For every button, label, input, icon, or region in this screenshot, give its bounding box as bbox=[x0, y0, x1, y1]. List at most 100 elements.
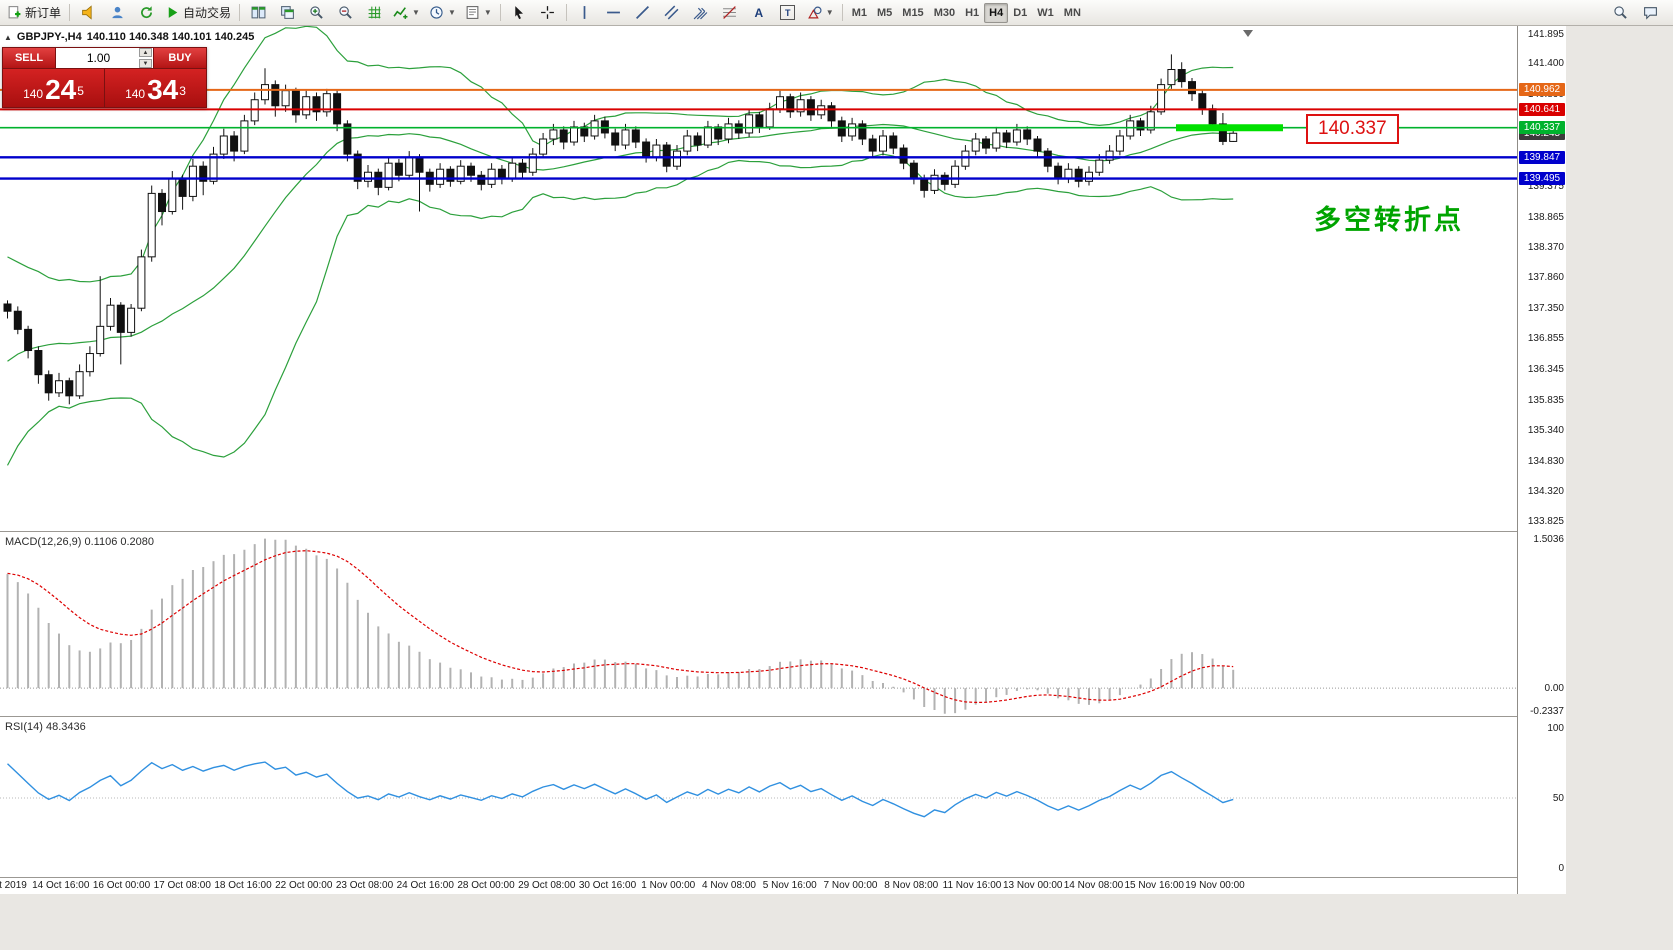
scroll-to-end-marker[interactable] bbox=[1243, 30, 1253, 37]
macd-label: MACD(12,26,9) 0.1106 0.2080 bbox=[5, 536, 155, 548]
price-tick: 133.825 bbox=[1527, 516, 1564, 528]
horizontal-line-icon[interactable] bbox=[600, 2, 628, 24]
periods-icon[interactable]: ▼ bbox=[425, 2, 460, 24]
separator bbox=[69, 4, 71, 21]
buy-price-sup: 3 bbox=[179, 84, 186, 98]
price-tick: 137.860 bbox=[1527, 272, 1564, 284]
refresh-icon[interactable] bbox=[132, 2, 160, 24]
timeframe-button-m15[interactable]: M15 bbox=[902, 6, 924, 19]
vertical-line-icon[interactable] bbox=[571, 2, 599, 24]
grid-icon[interactable] bbox=[360, 2, 388, 24]
timeframe-button-h1[interactable]: H1 bbox=[965, 6, 980, 19]
sell-quote[interactable]: 140 24 5 bbox=[3, 69, 105, 107]
text-icon[interactable]: A bbox=[745, 2, 773, 24]
volume-down-icon[interactable]: ▼ bbox=[139, 59, 152, 68]
profile-icon[interactable] bbox=[103, 2, 131, 24]
time-label: 29 Oct 08:00 bbox=[518, 880, 576, 891]
time-label: 14 Nov 08:00 bbox=[1063, 880, 1124, 891]
tile-windows-icon[interactable] bbox=[244, 2, 272, 24]
crosshair-icon[interactable] bbox=[534, 2, 562, 24]
price-tick: 134.320 bbox=[1527, 486, 1564, 498]
trendline-icon[interactable] bbox=[629, 2, 657, 24]
symbol-label: GBPJPY-,H4 bbox=[16, 31, 82, 43]
one-click-collapse-icon[interactable]: ▲ bbox=[4, 32, 12, 42]
price-tick: 139.375 bbox=[1527, 180, 1564, 192]
buy-button[interactable]: BUY bbox=[154, 48, 206, 68]
time-label: 23 Oct 08:00 bbox=[335, 880, 394, 891]
time-label: 11 Oct 2019 bbox=[0, 880, 27, 891]
chevron-down-icon: ▼ bbox=[412, 8, 420, 17]
new-order-button[interactable]: 新订单 bbox=[3, 2, 65, 24]
chevron-down-icon: ▼ bbox=[825, 8, 834, 17]
time-label: 18 Oct 16:00 bbox=[214, 880, 272, 891]
price-tick: 134.830 bbox=[1527, 455, 1564, 467]
pitchfork-icon[interactable] bbox=[687, 2, 715, 24]
volume-field: ▲ ▼ bbox=[55, 48, 154, 68]
timeframe-toolbar: M1 M5 M15 M30 H1 H4 D1 W1 MN bbox=[847, 2, 1086, 23]
time-label: 11 Nov 16:00 bbox=[942, 880, 1002, 891]
time-label: 16 Oct 00:00 bbox=[92, 880, 151, 891]
rsi-axis-label: 50 bbox=[1552, 792, 1564, 804]
macd-axis-label: 1.5036 bbox=[1533, 533, 1564, 545]
zoom-in-icon[interactable] bbox=[302, 2, 330, 24]
rsi-axis-label: 100 bbox=[1547, 722, 1564, 734]
timeframe-button-mn[interactable]: MN bbox=[1063, 6, 1081, 19]
search-icon[interactable] bbox=[1606, 2, 1634, 24]
timeframe-button-m1[interactable]: M1 bbox=[851, 6, 867, 19]
rsi-pane[interactable] bbox=[0, 718, 1517, 877]
timeframe-button-m5[interactable]: M5 bbox=[877, 6, 893, 19]
sell-button[interactable]: SELL bbox=[3, 48, 55, 68]
main-chart-pane[interactable] bbox=[0, 26, 1517, 530]
volume-input[interactable] bbox=[56, 48, 153, 68]
new-order-label: 新订单 bbox=[25, 6, 62, 20]
time-label: 14 Oct 16:00 bbox=[32, 880, 90, 891]
separator bbox=[499, 4, 501, 21]
time-label: 8 Nov 08:00 bbox=[884, 880, 939, 891]
channel-icon[interactable] bbox=[658, 2, 686, 24]
price-callout[interactable]: 140.337 bbox=[1306, 114, 1399, 144]
price-tick: 138.865 bbox=[1527, 211, 1564, 223]
sell-price-main: 24 bbox=[45, 74, 77, 105]
time-label: 28 Oct 00:00 bbox=[457, 880, 515, 891]
shapes-icon[interactable]: ▼ bbox=[803, 2, 838, 24]
buy-quote[interactable]: 140 34 3 bbox=[105, 69, 206, 107]
time-label: 13 Nov 00:00 bbox=[1003, 880, 1063, 891]
cascade-windows-icon[interactable] bbox=[273, 2, 301, 24]
timeframe-button-d1[interactable]: D1 bbox=[1013, 6, 1028, 19]
text-label-icon[interactable]: T bbox=[774, 2, 802, 24]
separator bbox=[841, 4, 843, 21]
volume-up-icon[interactable]: ▲ bbox=[139, 48, 152, 57]
pane-divider[interactable] bbox=[0, 531, 1566, 532]
autotrading-play-icon bbox=[168, 7, 178, 18]
indicators-icon[interactable]: ▼ bbox=[389, 2, 424, 24]
timeframe-button-w1[interactable]: W1 bbox=[1037, 6, 1054, 19]
chart-window: ▲ GBPJPY-,H4 140.110 140.348 140.101 140… bbox=[0, 26, 1566, 894]
macd-axis-label: -0.2337 bbox=[1530, 706, 1564, 718]
time-label: 22 Oct 00:00 bbox=[275, 880, 333, 891]
buy-price-main: 34 bbox=[147, 74, 179, 105]
time-label: 1 Nov 00:00 bbox=[641, 880, 696, 891]
ohlc-values: 140.110 140.348 140.101 140.245 bbox=[86, 31, 255, 43]
cursor-icon[interactable] bbox=[505, 2, 533, 24]
autotrading-label: 自动交易 bbox=[183, 6, 232, 20]
templates-icon[interactable]: ▼ bbox=[461, 2, 496, 24]
chevron-down-icon: ▼ bbox=[447, 8, 456, 17]
fibonacci-icon[interactable] bbox=[716, 2, 744, 24]
zoom-out-icon[interactable] bbox=[331, 2, 359, 24]
time-label: 15 Nov 16:00 bbox=[1124, 880, 1185, 891]
pane-divider[interactable] bbox=[0, 716, 1566, 717]
community-chat-icon[interactable] bbox=[1636, 2, 1664, 24]
toolbar-right bbox=[1606, 2, 1670, 24]
price-axis-badge: 139.495 bbox=[1519, 172, 1565, 186]
macd-pane[interactable] bbox=[0, 533, 1517, 715]
alert-sound-icon[interactable] bbox=[74, 2, 102, 24]
time-label: 19 Nov 00:00 bbox=[1185, 880, 1245, 891]
timeframe-button-h4[interactable]: H4 bbox=[984, 2, 1009, 23]
timeframe-button-m30[interactable]: M30 bbox=[933, 6, 956, 19]
autotrading-button[interactable]: 自动交易 bbox=[161, 2, 235, 24]
price-axis[interactable]: 141.895141.400140.890140.380139.870139.3… bbox=[1517, 26, 1566, 894]
new-order-icon bbox=[8, 6, 21, 19]
annotation-text[interactable]: 多空转折点 bbox=[1314, 205, 1464, 235]
